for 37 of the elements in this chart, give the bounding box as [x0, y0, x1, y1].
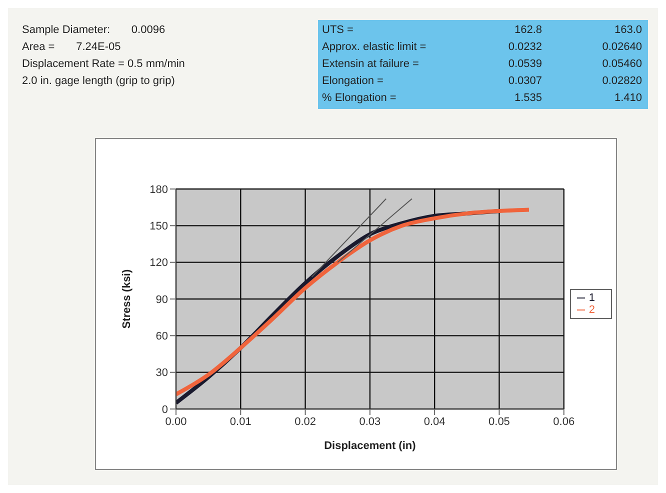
x-tick-label: 0.06	[553, 416, 575, 428]
x-tick-label: 0.05	[488, 416, 510, 428]
text: Approx. elastic limit =	[322, 40, 428, 55]
text: 1.535	[513, 91, 542, 106]
y-tick-label: 90	[156, 294, 168, 306]
y-tick-label: 60	[156, 330, 168, 343]
y-tick-label: 180	[150, 184, 168, 196]
text: 2.0 in. gage length (grip to grip)	[22, 74, 176, 89]
text: 0.0539	[507, 57, 542, 72]
text: % Elongation =	[322, 91, 398, 106]
text: 1.410	[613, 91, 642, 106]
text: Extensin at failure =	[322, 57, 420, 72]
text: Displacement Rate = 0.5 mm/min	[22, 57, 185, 72]
text: 162.8	[513, 23, 542, 38]
text: 0.02640	[601, 40, 642, 55]
text: Area = 7.24E-05	[22, 40, 122, 55]
x-tick-label: 0.04	[424, 416, 446, 428]
legend-label: 2	[588, 304, 595, 316]
text: 163.0	[613, 23, 642, 38]
y-tick-label: 30	[156, 367, 168, 380]
x-tick-label: 0.01	[230, 416, 252, 428]
text: 0.02820	[601, 74, 642, 89]
x-tick-label: 0.03	[359, 416, 381, 428]
text: UTS =	[322, 23, 354, 38]
x-tick-label: 0.00	[165, 416, 187, 428]
y-tick-label: 120	[150, 257, 168, 270]
text: 0.0307	[507, 74, 542, 89]
text: 0.05460	[601, 57, 642, 72]
x-axis-title: Displacement (in)	[324, 440, 416, 452]
text: Sample Diameter: 0.0096	[22, 23, 166, 38]
y-tick-label: 150	[150, 220, 168, 233]
text: Elongation =	[322, 74, 384, 89]
y-axis-title: Stress (ksi)	[120, 269, 133, 329]
y-tick-label: 0	[162, 404, 168, 416]
legend-label: 1	[588, 292, 595, 304]
x-tick-label: 0.02	[294, 416, 316, 428]
text: 0.0232	[507, 40, 542, 55]
